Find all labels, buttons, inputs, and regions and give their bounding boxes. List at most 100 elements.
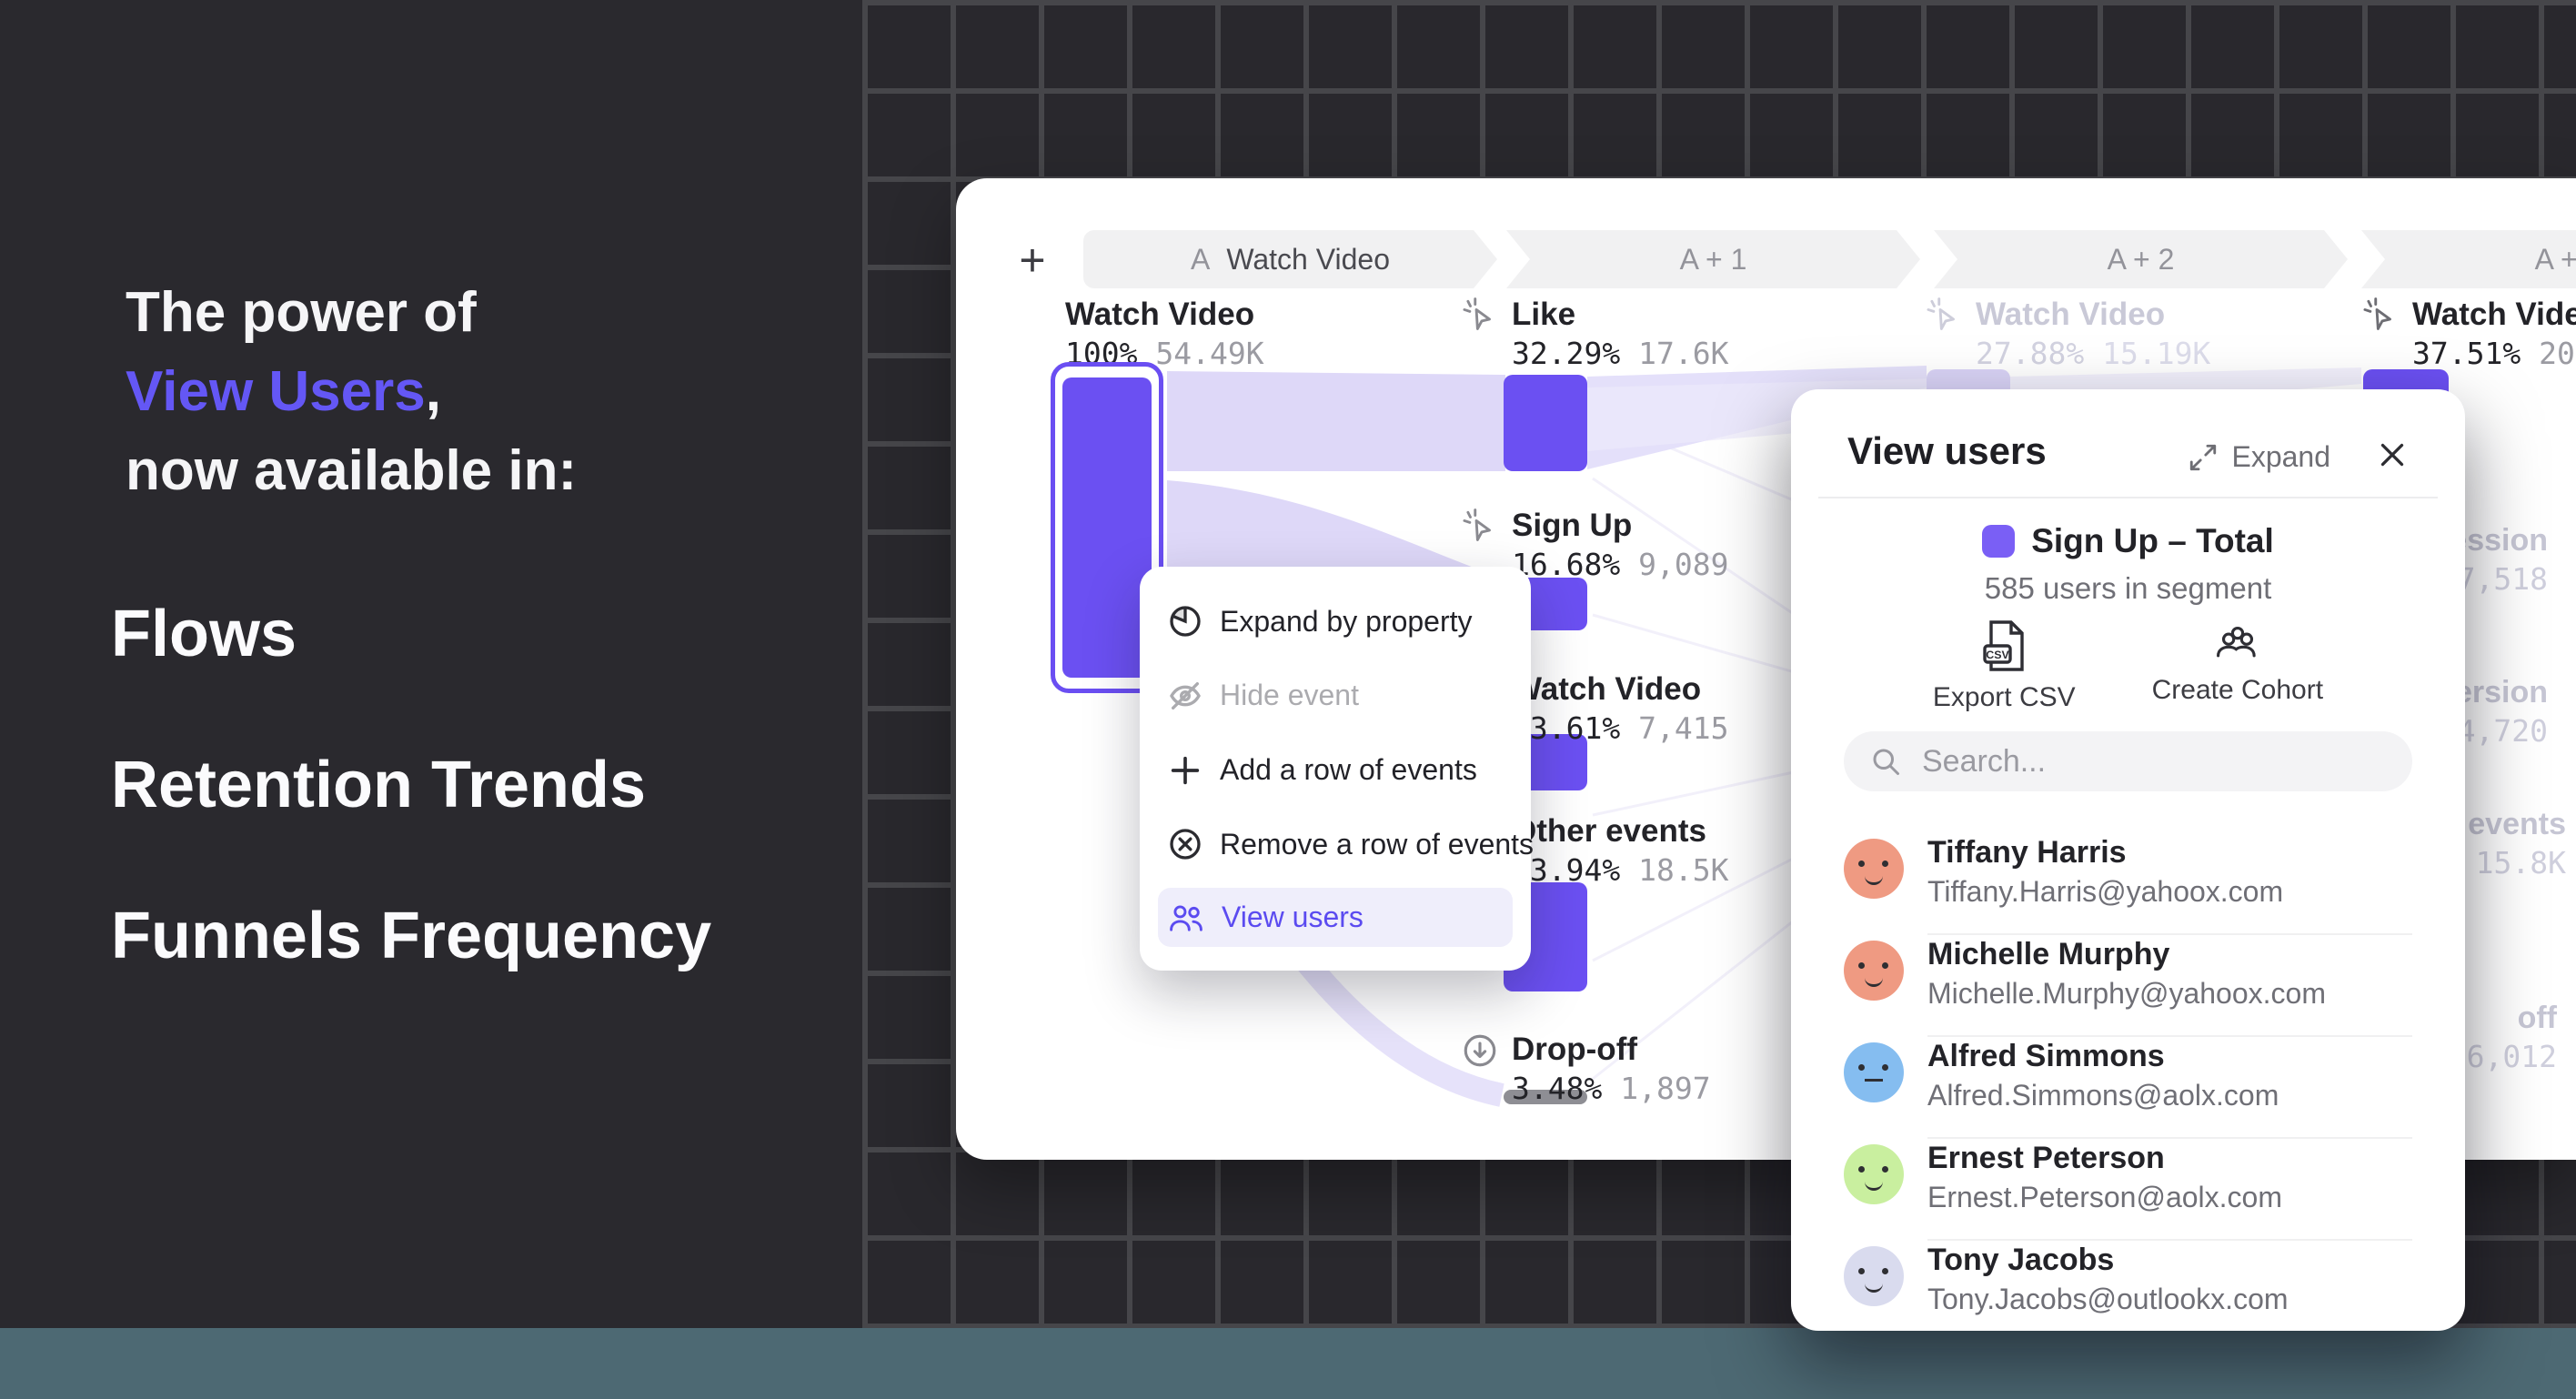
expand-arrows-icon bbox=[2188, 442, 2219, 473]
menu-item-remove-row[interactable]: Remove a row of events bbox=[1158, 813, 1534, 875]
step-label-sign-up[interactable]: Sign Up 16.68% 9,089 bbox=[1461, 506, 1728, 584]
event-name: Like bbox=[1512, 297, 1576, 332]
search-input[interactable] bbox=[1920, 742, 2387, 780]
user-email: Michelle.Murphy@yahoox.com bbox=[1927, 977, 2326, 1010]
row-divider bbox=[1927, 1239, 2412, 1241]
create-cohort-button[interactable]: Create Cohort bbox=[2152, 619, 2323, 713]
selected-bar-watch-video[interactable] bbox=[1051, 362, 1163, 693]
menu-item-hide-event[interactable]: Hide event bbox=[1158, 665, 1513, 727]
segment-color-swatch bbox=[1982, 525, 2016, 558]
edge-label-other-events: events 15.8K bbox=[2468, 807, 2566, 881]
hero-item-funnels-frequency: Funnels Frequency bbox=[111, 900, 712, 972]
event-name: Drop-off bbox=[1512, 1032, 1638, 1067]
event-stats: 3.48% 1,897 bbox=[1512, 1071, 1711, 1106]
add-step-button[interactable]: + bbox=[1019, 235, 1046, 286]
hero-headline: The power of View Users, now available i… bbox=[126, 273, 577, 510]
avatar bbox=[1844, 839, 1904, 899]
event-stats: 16.68% 9,089 bbox=[1512, 547, 1729, 582]
step-label-drop-off[interactable]: Drop-off 3.48% 1,897 bbox=[1461, 1030, 1711, 1108]
user-row[interactable]: Michelle Murphy Michelle.Murphy@yahoox.c… bbox=[1844, 937, 2412, 1024]
column-label-watch-video-2[interactable]: Watch Video 37.51% 20.44K bbox=[2361, 295, 2576, 373]
avatar bbox=[1844, 1042, 1904, 1102]
event-stats: 33.94% 18.5K bbox=[1512, 852, 1729, 888]
bar-drop-off[interactable] bbox=[1504, 1090, 1587, 1104]
step-tab-a3-label: A + 3 bbox=[2534, 242, 2576, 276]
column-label-like[interactable]: Like 32.29% 17.6K bbox=[1461, 295, 1728, 373]
expand-property-icon bbox=[1167, 603, 1203, 639]
step-tab-a1[interactable]: A + 1 bbox=[1506, 230, 1920, 288]
click-cursor-icon bbox=[1461, 508, 1499, 546]
event-name: Watch Video bbox=[2412, 297, 2576, 332]
hero-line-1: The power of bbox=[126, 281, 477, 344]
row-divider bbox=[1927, 1035, 2412, 1037]
avatar bbox=[1844, 1246, 1904, 1306]
user-row[interactable]: Ernest Peterson Ernest.Peterson@aolx.com bbox=[1844, 1141, 2412, 1228]
step-tab-a[interactable]: A Watch Video bbox=[1083, 230, 1497, 288]
user-name: Michelle Murphy bbox=[1927, 937, 2170, 971]
click-cursor-icon bbox=[1925, 297, 1963, 335]
click-cursor-icon bbox=[2361, 297, 2400, 335]
column-label-watch-video[interactable]: Watch Video 100% 54.49K bbox=[1065, 295, 1264, 373]
hero-line-3: now available in: bbox=[126, 439, 578, 502]
cohort-users-icon bbox=[2212, 619, 2263, 666]
hero-item-flows: Flows bbox=[111, 598, 297, 670]
menu-item-label: Add a row of events bbox=[1220, 753, 1477, 786]
row-divider bbox=[1927, 1137, 2412, 1139]
user-email: Tony.Jacobs@outlookx.com bbox=[1927, 1283, 2289, 1315]
user-row[interactable]: Tiffany Harris Tiffany.Harris@yahoox.com bbox=[1844, 835, 2412, 922]
export-csv-button[interactable]: CSV Export CSV bbox=[1933, 619, 2076, 713]
close-icon bbox=[2380, 443, 2404, 467]
bar-like[interactable] bbox=[1504, 375, 1587, 471]
view-users-panel: View users Expand Sign Up – Total 585 us… bbox=[1791, 389, 2465, 1331]
user-email: Alfred.Simmons@aolx.com bbox=[1927, 1079, 2279, 1112]
panel-title: View users bbox=[1847, 429, 2047, 472]
csv-file-icon: CSV bbox=[1980, 619, 2028, 673]
menu-item-label: View users bbox=[1222, 901, 1363, 933]
event-stats: 27.88% 15.19K bbox=[1976, 336, 2211, 371]
user-row[interactable]: Tony Jacobs Tony.Jacobs@outlookx.com bbox=[1844, 1243, 2412, 1330]
avatar bbox=[1844, 1144, 1904, 1204]
user-email: Ernest.Peterson@aolx.com bbox=[1927, 1181, 2282, 1213]
menu-item-expand-by-property[interactable]: Expand by property bbox=[1158, 590, 1513, 652]
hero-item-retention-trends: Retention Trends bbox=[111, 749, 647, 821]
user-search[interactable] bbox=[1844, 731, 2412, 791]
circle-x-icon bbox=[1167, 826, 1203, 862]
close-panel-button[interactable] bbox=[2372, 435, 2412, 475]
segment-row: Sign Up – Total bbox=[1791, 522, 2465, 560]
menu-item-add-row[interactable]: Add a row of events bbox=[1158, 740, 1513, 801]
event-name: Watch Video bbox=[1976, 297, 2166, 332]
column-label-watch-video-faded[interactable]: Watch Video 27.88% 15.19K bbox=[1925, 295, 2210, 373]
expand-panel-button[interactable]: Expand bbox=[2188, 440, 2330, 474]
bottom-teal-band bbox=[0, 1328, 2576, 1399]
menu-item-label: Expand by property bbox=[1220, 604, 1473, 638]
step-tab-a-label: Watch Video bbox=[1226, 242, 1390, 276]
step-tab-a1-label: A + 1 bbox=[1679, 242, 1747, 276]
step-tab-a3[interactable]: A + 3 bbox=[2361, 230, 2576, 288]
plus-icon bbox=[1167, 752, 1203, 789]
panel-divider bbox=[1818, 497, 2438, 498]
event-name: Watch Video bbox=[1065, 297, 1255, 332]
user-name: Tony Jacobs bbox=[1927, 1243, 2115, 1277]
row-divider bbox=[1927, 933, 2412, 935]
hero-accent-text: View Users bbox=[126, 360, 426, 423]
avatar bbox=[1844, 941, 1904, 1001]
create-cohort-label: Create Cohort bbox=[2151, 675, 2324, 705]
step-tab-a2[interactable]: A + 2 bbox=[1934, 230, 2348, 288]
menu-item-view-users[interactable]: View users bbox=[1158, 888, 1513, 947]
step-tab-a2-label: A + 2 bbox=[2107, 242, 2175, 276]
panel-actions: CSV Export CSV Create Cohort bbox=[1791, 619, 2465, 713]
menu-item-label: Hide event bbox=[1220, 679, 1359, 712]
event-name: Sign Up bbox=[1512, 508, 1633, 543]
export-csv-label: Export CSV bbox=[1932, 682, 2076, 712]
user-name: Ernest Peterson bbox=[1927, 1141, 2165, 1175]
expand-button-label: Expand bbox=[2231, 440, 2330, 473]
search-icon bbox=[1869, 745, 1902, 778]
event-stats: 13.61% 7,415 bbox=[1512, 710, 1729, 746]
drop-off-arrow-icon bbox=[1461, 1032, 1499, 1070]
user-row[interactable]: Alfred Simmons Alfred.Simmons@aolx.com bbox=[1844, 1039, 2412, 1126]
segment-name: Sign Up – Total bbox=[2031, 522, 2274, 559]
two-users-icon bbox=[1167, 901, 1205, 934]
user-email: Tiffany.Harris@yahoox.com bbox=[1927, 875, 2284, 908]
click-cursor-icon bbox=[1461, 297, 1499, 335]
